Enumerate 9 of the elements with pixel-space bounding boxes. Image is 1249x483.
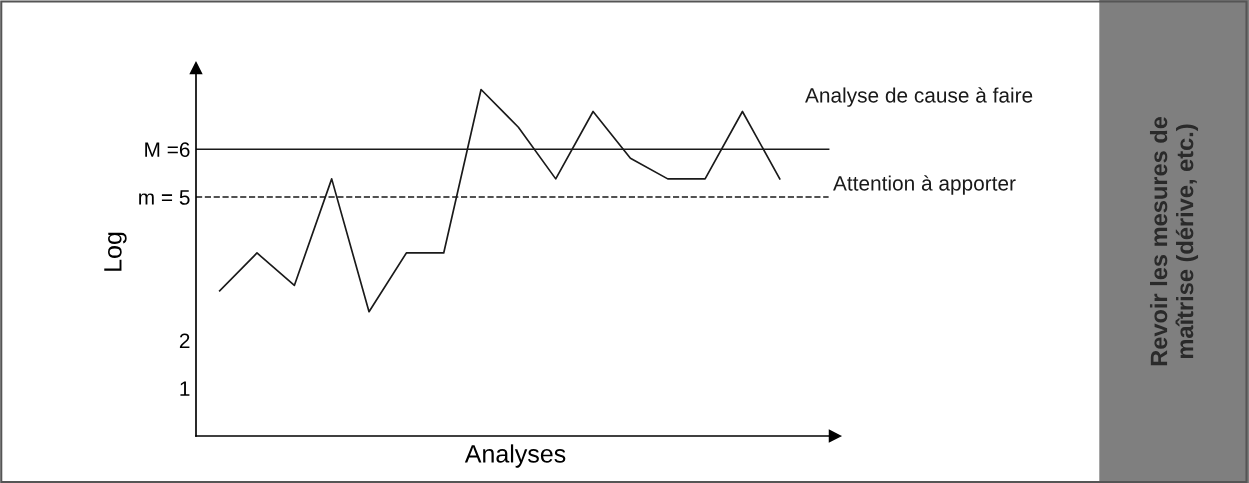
y-tick-label: 2 <box>179 333 190 348</box>
annotation: Analyse de cause à faire <box>805 87 1033 107</box>
text: Attention à apporter <box>833 175 1016 195</box>
y-axis-title: Log <box>104 232 127 271</box>
y-tick-label: 1 <box>180 381 190 396</box>
y-tick-label: M =6 <box>145 142 190 157</box>
text: Revoir les mesures de maîtrise (dérive, etc.) <box>1149 116 1199 366</box>
y-tick-label: m = 5 <box>139 190 190 205</box>
x-axis-title: Analyses <box>464 444 566 468</box>
